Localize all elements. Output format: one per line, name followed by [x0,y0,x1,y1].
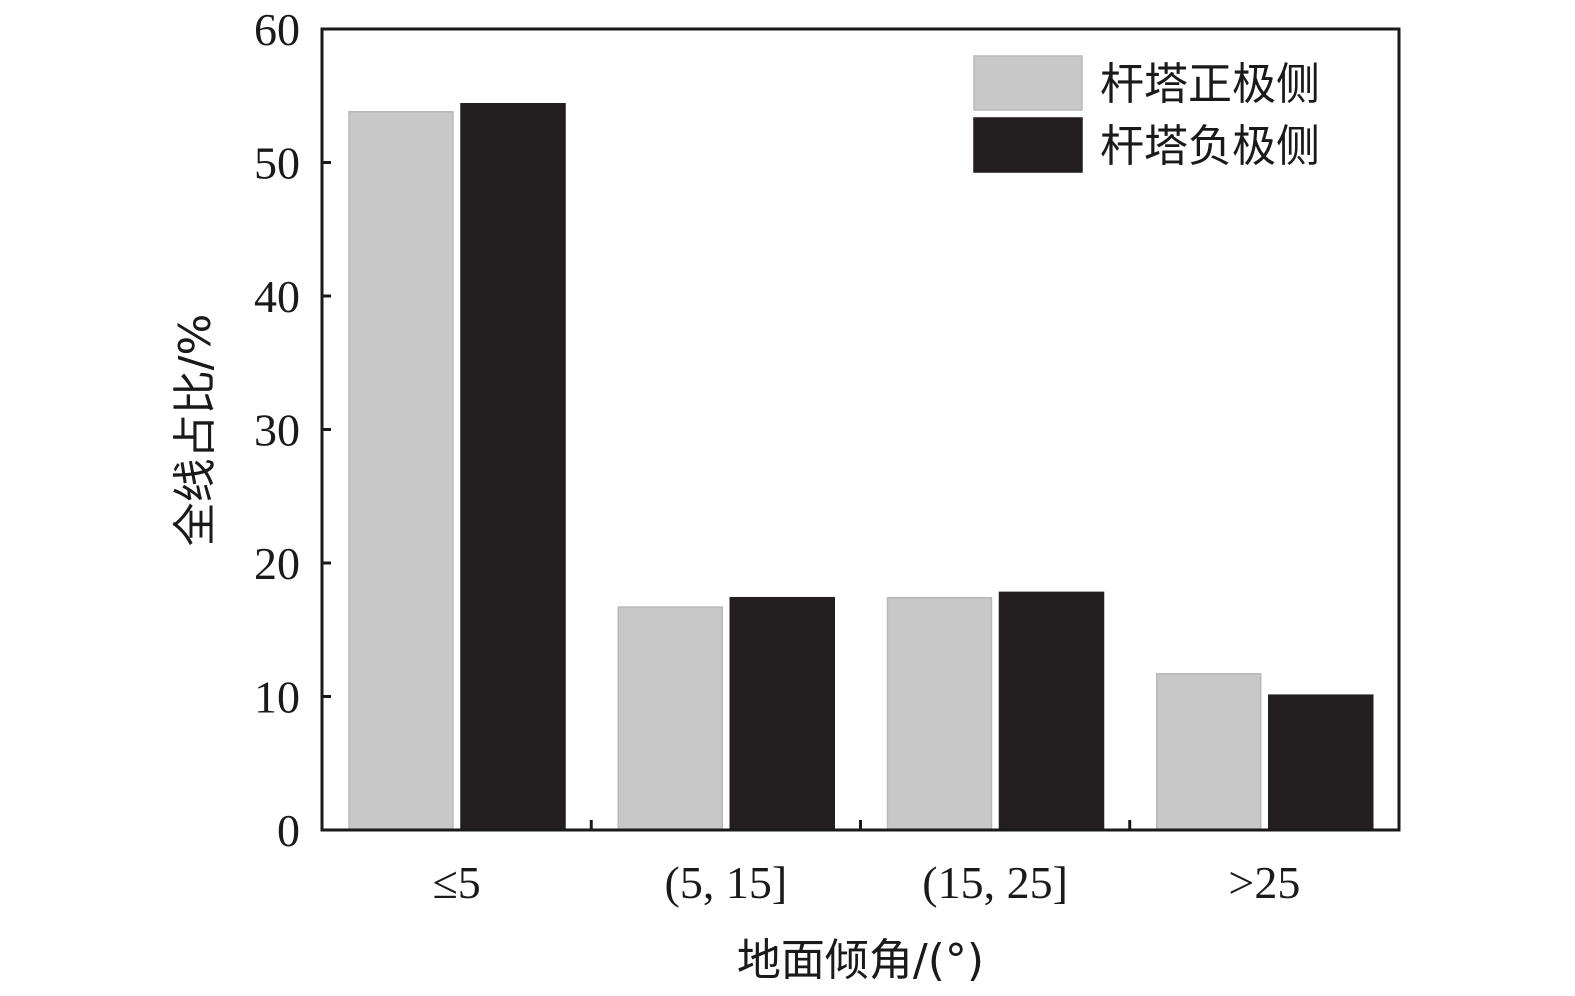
bar-negative-3 [1268,694,1374,831]
x-axis-label: 地面倾角/(°) [737,935,984,986]
legend-label: 杆塔负极侧 [1100,121,1320,172]
y-tick-label: 50 [254,138,300,189]
bar-negative-1 [729,596,835,831]
x-axis: ≤5 (5, 15] (15, 25] >25 [433,820,1300,908]
y-axis-label: 全线占比/% [170,314,221,547]
y-tick-label: 20 [254,538,300,589]
x-tick-label: (15, 25] [922,857,1068,908]
y-tick-label: 0 [277,805,300,856]
bars-layer [348,103,1374,831]
y-tick-label: 60 [254,4,300,55]
y-axis: 0 10 20 30 40 50 60 [254,4,331,856]
bar-negative-2 [998,591,1105,831]
x-tick-label: >25 [1228,857,1300,908]
y-tick-label: 30 [254,405,300,456]
x-tick-label: (5, 15] [665,857,788,908]
legend-label: 杆塔正极侧 [1100,59,1320,110]
bar-positive-3 [1156,673,1262,831]
bar-negative-0 [460,103,566,831]
y-tick-label: 10 [254,672,300,723]
bar-positive-0 [348,111,454,831]
bar-positive-1 [617,606,723,831]
x-tick-label: ≤5 [433,857,481,908]
bar-positive-2 [886,596,993,831]
legend-swatch [973,55,1083,111]
legend-swatch [973,117,1083,173]
y-tick-label: 40 [254,271,300,322]
